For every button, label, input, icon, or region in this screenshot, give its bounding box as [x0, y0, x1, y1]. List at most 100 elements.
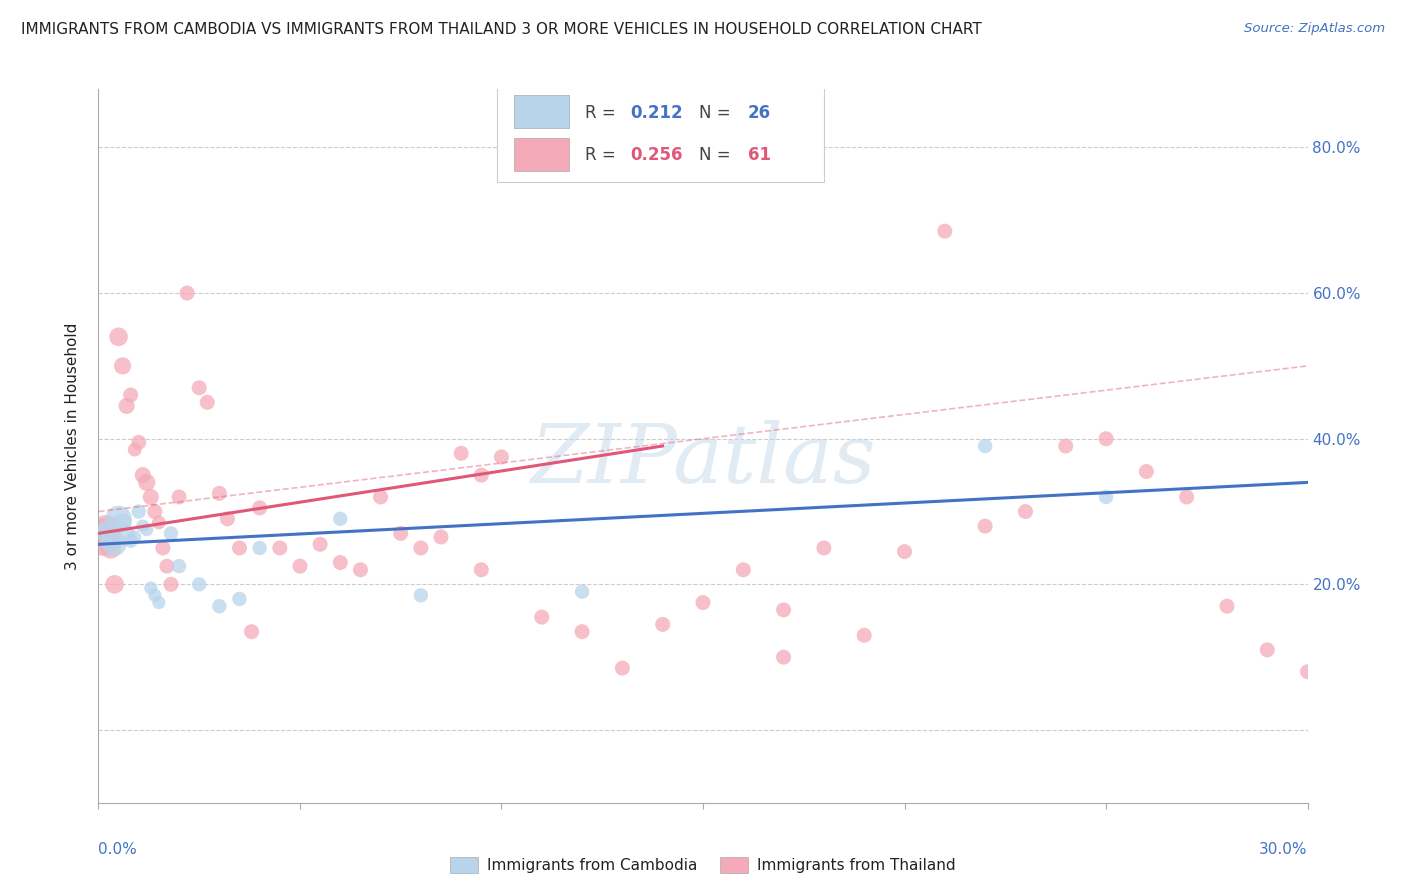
Point	[107, 512, 129, 526]
Point	[217, 512, 239, 526]
Text: 30.0%: 30.0%	[1260, 842, 1308, 857]
Point	[1095, 490, 1118, 504]
Point	[249, 500, 271, 515]
Text: 0.212: 0.212	[630, 103, 683, 121]
Point	[240, 624, 263, 639]
Point	[409, 588, 432, 602]
Point	[100, 533, 122, 548]
Point	[571, 584, 593, 599]
Point	[100, 541, 122, 555]
Point	[329, 512, 352, 526]
Point	[156, 559, 179, 574]
Point	[167, 490, 190, 504]
Point	[124, 530, 146, 544]
Point	[103, 577, 125, 591]
Point	[974, 519, 997, 533]
Point	[893, 544, 915, 558]
Point	[115, 526, 138, 541]
FancyBboxPatch shape	[515, 137, 569, 171]
Text: 61: 61	[748, 146, 770, 164]
Point	[143, 504, 166, 518]
Point	[96, 523, 118, 537]
Point	[135, 475, 157, 490]
Point	[692, 596, 714, 610]
Point	[772, 603, 794, 617]
Point	[450, 446, 472, 460]
Point	[1216, 599, 1239, 614]
Point	[853, 628, 876, 642]
Point	[813, 541, 835, 555]
Point	[389, 526, 412, 541]
Point	[733, 563, 755, 577]
Point	[148, 516, 170, 530]
Point	[612, 661, 634, 675]
Point	[491, 450, 513, 464]
Text: 0.256: 0.256	[630, 146, 683, 164]
Legend: Immigrants from Cambodia, Immigrants from Thailand: Immigrants from Cambodia, Immigrants fro…	[443, 849, 963, 880]
Point	[470, 468, 492, 483]
Point	[430, 530, 453, 544]
Point	[91, 530, 114, 544]
Text: 0.0%: 0.0%	[98, 842, 138, 857]
Point	[115, 399, 138, 413]
Text: R =: R =	[585, 146, 620, 164]
Point	[772, 650, 794, 665]
Point	[208, 599, 231, 614]
Point	[120, 533, 142, 548]
Point	[329, 556, 352, 570]
Point	[228, 541, 250, 555]
Point	[139, 490, 162, 504]
Point	[124, 442, 146, 457]
Point	[208, 486, 231, 500]
Text: N =: N =	[699, 103, 737, 121]
Point	[120, 388, 142, 402]
FancyBboxPatch shape	[515, 95, 569, 128]
Point	[160, 577, 183, 591]
Text: 26: 26	[748, 103, 770, 121]
Point	[288, 559, 311, 574]
Text: R =: R =	[585, 103, 620, 121]
Point	[128, 435, 150, 450]
Point	[1256, 643, 1278, 657]
FancyBboxPatch shape	[498, 86, 824, 182]
Text: ZIPatlas: ZIPatlas	[530, 420, 876, 500]
Point	[132, 519, 155, 533]
Point	[1175, 490, 1198, 504]
Point	[409, 541, 432, 555]
Y-axis label: 3 or more Vehicles in Household: 3 or more Vehicles in Household	[65, 322, 80, 570]
Point	[176, 286, 198, 301]
Point	[1135, 465, 1157, 479]
Text: IMMIGRANTS FROM CAMBODIA VS IMMIGRANTS FROM THAILAND 3 OR MORE VEHICLES IN HOUSE: IMMIGRANTS FROM CAMBODIA VS IMMIGRANTS F…	[21, 22, 981, 37]
Point	[91, 526, 114, 541]
Point	[103, 537, 125, 551]
Point	[167, 559, 190, 574]
Point	[96, 523, 118, 537]
Point	[111, 359, 134, 373]
Point	[152, 541, 174, 555]
Point	[128, 504, 150, 518]
Point	[370, 490, 392, 504]
Point	[143, 588, 166, 602]
Point	[188, 577, 211, 591]
Text: Source: ZipAtlas.com: Source: ZipAtlas.com	[1244, 22, 1385, 36]
Point	[651, 617, 673, 632]
Point	[249, 541, 271, 555]
Point	[111, 516, 134, 530]
Point	[228, 591, 250, 606]
Point	[349, 563, 371, 577]
Point	[148, 596, 170, 610]
Point	[1296, 665, 1319, 679]
Point	[470, 563, 492, 577]
Point	[269, 541, 291, 555]
Point	[974, 439, 997, 453]
Point	[135, 523, 157, 537]
Point	[132, 468, 155, 483]
Point	[934, 224, 956, 238]
Point	[309, 537, 332, 551]
Point	[1054, 439, 1077, 453]
Point	[1014, 504, 1036, 518]
Point	[139, 581, 162, 595]
Point	[195, 395, 218, 409]
Point	[107, 330, 129, 344]
Point	[530, 610, 553, 624]
